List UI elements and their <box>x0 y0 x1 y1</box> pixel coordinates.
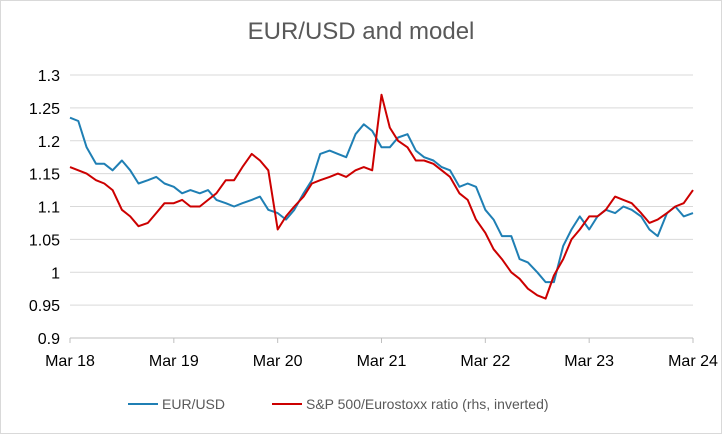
legend-label-ratio: S&P 500/Eurostoxx ratio (rhs, inverted) <box>306 396 549 412</box>
legend-label-eurusd: EUR/USD <box>162 396 226 412</box>
x-tick-label: Mar 18 <box>45 353 95 370</box>
y-tick-label: 1.25 <box>29 101 60 118</box>
legend-swatch-ratio <box>272 403 302 405</box>
chart-title: EUR/USD and model <box>247 18 475 45</box>
y-tick-label: 1 <box>51 265 60 282</box>
y-tick-label: 0.95 <box>29 298 60 315</box>
y-tick-label: 1.3 <box>38 68 60 85</box>
y-tick-label: 0.9 <box>38 331 60 348</box>
legend-swatch-eurusd <box>128 403 158 405</box>
x-tick-label: Mar 24 <box>668 353 718 370</box>
x-tick-label: Mar 22 <box>460 353 510 370</box>
legend-item-ratio: S&P 500/Eurostoxx ratio (rhs, inverted) <box>272 396 549 412</box>
y-tick-label: 1.1 <box>38 200 60 217</box>
y-tick-label: 1.15 <box>29 167 60 184</box>
x-tick-label: Mar 21 <box>357 353 407 370</box>
x-tick-label: Mar 19 <box>149 353 199 370</box>
x-tick-label: Mar 23 <box>564 353 614 370</box>
legend: EUR/USD S&P 500/Eurostoxx ratio (rhs, in… <box>0 396 722 416</box>
y-tick-label: 1.2 <box>38 134 60 151</box>
x-tick-label: Mar 20 <box>253 353 303 370</box>
legend-item-eurusd: EUR/USD <box>128 396 225 412</box>
series-line-ratio <box>69 93 694 300</box>
y-tick-label: 1.05 <box>29 232 60 249</box>
series-line-eurusd <box>69 116 694 284</box>
